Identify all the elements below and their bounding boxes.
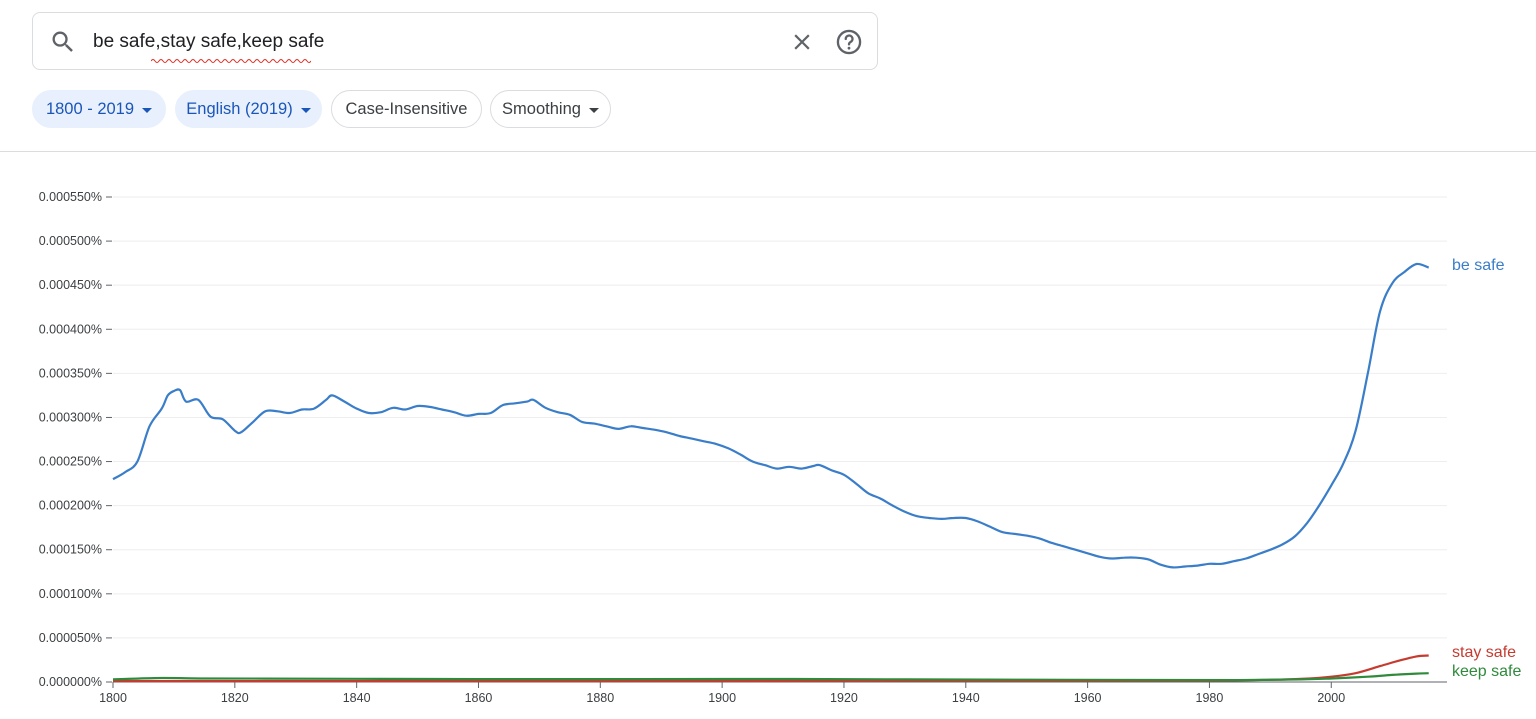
x-tick-label: 1800	[99, 691, 127, 705]
series-line-be-safe	[112, 262, 1430, 569]
x-tick-label: 1920	[830, 691, 858, 705]
series-label-be-safe: be safe	[1452, 257, 1505, 274]
y-tick-label: 0.000100%	[39, 587, 102, 601]
x-tick-label: 2000	[1317, 691, 1345, 705]
search-icon	[52, 31, 73, 52]
y-tick-label: 0.000050%	[39, 631, 102, 645]
series-line-keep-safe	[112, 672, 1429, 682]
y-tick-label: 0.000300%	[39, 410, 102, 424]
help-icon[interactable]	[835, 28, 863, 56]
year-range-label: 1800 - 2019	[45, 99, 135, 118]
search-box[interactable]	[32, 12, 878, 70]
x-tick-label: 1820	[221, 691, 249, 705]
x-tick-label: 1880	[586, 691, 614, 705]
y-tick-label: 0.000150%	[39, 543, 102, 557]
series-line-stay-safe	[113, 654, 1429, 683]
case-insensitive-toggle[interactable]: Case-Insensitive	[331, 90, 482, 128]
x-tick-label: 1900	[708, 691, 736, 705]
x-tick-label: 1840	[343, 691, 371, 705]
smoothing-label: Smoothing	[502, 99, 581, 118]
y-tick-label: 0.000250%	[39, 455, 102, 469]
series-label-keep-safe: keep safe	[1452, 663, 1521, 680]
search-input[interactable]	[93, 25, 773, 59]
caret-down-icon	[588, 107, 599, 113]
y-tick-label: 0.000450%	[39, 278, 102, 292]
x-tick-label: 1980	[1196, 691, 1224, 705]
smoothing-dropdown[interactable]: Smoothing	[490, 90, 611, 128]
spellcheck-underline	[151, 59, 311, 63]
header-divider	[0, 151, 1536, 152]
y-tick-label: 0.000550%	[39, 190, 102, 204]
case-insensitive-label: Case-Insensitive	[345, 99, 468, 118]
corpus-dropdown[interactable]: English (2019)	[175, 90, 322, 128]
x-tick-label: 1860	[465, 691, 493, 705]
close-icon[interactable]	[789, 29, 815, 55]
series-label-stay-safe: stay safe	[1452, 644, 1516, 661]
caret-down-icon	[300, 107, 311, 113]
y-tick-label: 0.000000%	[39, 675, 102, 689]
y-tick-label: 0.000350%	[39, 366, 102, 380]
x-tick-label: 1940	[952, 691, 980, 705]
corpus-label: English (2019)	[186, 99, 293, 118]
caret-down-icon	[142, 107, 153, 113]
year-range-dropdown[interactable]: 1800 - 2019	[32, 90, 166, 128]
y-tick-label: 0.000400%	[39, 322, 102, 336]
y-tick-label: 0.000200%	[39, 499, 102, 513]
x-tick-label: 1960	[1074, 691, 1102, 705]
y-tick-label: 0.000500%	[39, 234, 102, 248]
